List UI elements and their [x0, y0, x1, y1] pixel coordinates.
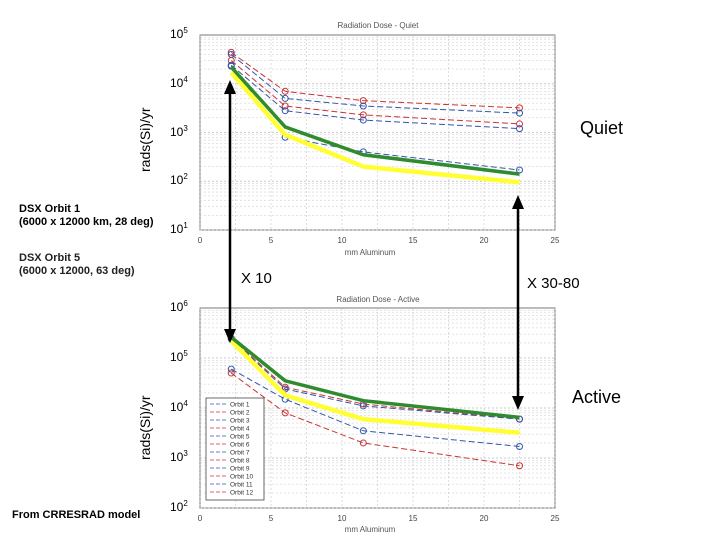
y-tick-label: 104 [170, 74, 188, 90]
data-point [359, 439, 367, 447]
quiet-chart: Radiation Dose - Quiet 0 5 10 15 20 25 mm Alu… [198, 21, 560, 257]
active-x-axis-label: mm Aluminum [345, 525, 396, 534]
data-point [227, 365, 235, 373]
x-tick-label: 25 [551, 236, 560, 245]
quiet-gridlines [199, 35, 556, 231]
x-tick-label: 15 [409, 514, 418, 523]
quiet-label: Quiet [580, 118, 624, 138]
dsx-orbit5-params: (6000 x 12000, 63 deg) [19, 265, 135, 277]
y-tick-label: 102 [170, 172, 188, 188]
data-point [227, 48, 235, 56]
series-line-orbit-2 [230, 338, 520, 420]
legend-entry: Orbit 5 [230, 434, 250, 441]
y-tick-label: 101 [170, 221, 188, 236]
data-point [359, 402, 367, 410]
data-point [359, 111, 367, 119]
legend-entry: Orbit 10 [230, 474, 254, 481]
x-tick-label: 10 [338, 514, 347, 523]
y-tick-label: 105 [170, 349, 188, 364]
x-tick-label: 0 [198, 514, 203, 523]
data-point [281, 409, 289, 417]
legend-entry: Orbit 3 [230, 418, 250, 425]
data-point [359, 97, 367, 105]
data-point [516, 125, 523, 133]
legend-entry: Orbit 12 [230, 490, 254, 497]
legend-entry: Orbit 9 [230, 466, 250, 473]
data-point [359, 116, 367, 124]
series-line-orbit-3 [230, 368, 520, 447]
x-tick-label: 25 [551, 514, 560, 523]
dsx-orbit1-params: (6000 x 12000 km, 28 deg) [19, 216, 154, 228]
dsx-orbit5-title: DSX Orbit 5 [19, 252, 81, 264]
series-line-dsx-orbit-1 [230, 335, 520, 420]
legend-entry: Orbit 6 [230, 442, 250, 449]
legend-entry: Orbit 11 [230, 482, 253, 489]
dsx-orbit1-title: DSX Orbit 1 [19, 203, 81, 215]
series-line-orbit-4 [230, 372, 520, 467]
y-tick-label: 102 [170, 499, 188, 514]
active-series-group [227, 334, 523, 470]
data-point [281, 107, 289, 115]
data-point [516, 120, 523, 128]
active-chart: Radiation Dose - Active 0 5 10 15 20 25 mm Al… [198, 295, 560, 534]
data-point [516, 442, 523, 450]
x3080-arrow-head-up [512, 195, 524, 209]
series-line-orbit-5 [230, 65, 520, 171]
data-point [281, 94, 289, 102]
series-line-orbit-1 [230, 337, 520, 420]
x-tick-label: 10 [338, 236, 347, 245]
data-point [516, 104, 523, 112]
series-line-orbit-3 [230, 60, 520, 125]
x10-arrow-head-up [224, 80, 236, 94]
y-tick-label: 105 [170, 26, 188, 41]
legend-entry: Orbit 7 [230, 450, 250, 457]
quiet-y-axis-label: rads(Si)/yr [137, 107, 153, 172]
quiet-x-ticks: 0 5 10 15 20 25 [198, 236, 560, 245]
data-point [281, 102, 289, 110]
active-label: Active [572, 387, 622, 407]
legend-entry: Orbit 2 [230, 410, 250, 417]
data-point [359, 427, 367, 435]
data-point [359, 102, 367, 110]
x-tick-label: 5 [269, 236, 274, 245]
active-x-ticks: 0 5 10 15 20 25 [198, 514, 560, 523]
y-tick-label: 106 [170, 299, 188, 314]
quiet-series-group [227, 48, 523, 185]
ratio-arrows [224, 80, 524, 410]
quiet-x-axis-label: mm Aluminum [345, 248, 396, 257]
active-gridlines [199, 308, 556, 509]
x3080-label: X 30-80 [527, 275, 580, 292]
y-tick-label: 103 [170, 123, 188, 139]
legend-entry: Orbit 1 [230, 402, 250, 409]
data-point [281, 87, 289, 95]
x-tick-label: 5 [269, 514, 274, 523]
quiet-chart-title: Radiation Dose - Quiet [338, 21, 420, 30]
series-line-orbit-4 [230, 64, 520, 130]
data-point [227, 369, 235, 377]
data-point [516, 109, 523, 117]
x-tick-label: 15 [409, 236, 418, 245]
y-tick-label: 104 [170, 399, 188, 414]
legend-box [205, 397, 265, 501]
x-tick-label: 20 [480, 514, 489, 523]
active-chart-title: Radiation Dose - Active [336, 295, 420, 304]
x10-label: X 10 [241, 270, 272, 287]
series-line-dsx-orbit-5 [229, 339, 520, 435]
x-tick-label: 20 [480, 236, 489, 245]
source-note: From CRRESRAD model [12, 509, 141, 521]
series-line-dsx-orbit-5 [229, 71, 520, 185]
legend-entry: Orbit 4 [230, 426, 250, 433]
series-line-orbit-2 [230, 54, 520, 114]
active-y-axis-label: rads(Si)/yr [137, 395, 153, 460]
x3080-arrow-head-down [512, 396, 524, 410]
data-point [516, 462, 523, 470]
y-tick-label: 103 [170, 449, 188, 464]
data-point [281, 385, 289, 393]
legend-entry: Orbit 8 [230, 458, 250, 465]
x10-arrow-head-down [224, 329, 236, 343]
x-tick-label: 0 [198, 236, 203, 245]
series-line-dsx-orbit-1 [229, 65, 520, 176]
